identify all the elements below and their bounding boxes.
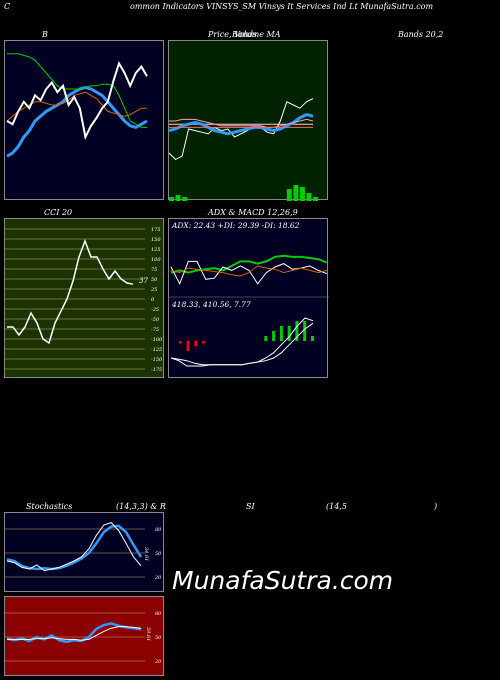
b-panel-label: B [42, 30, 48, 39]
rsi-tick-1: 50 [155, 635, 162, 641]
stoch-k-line [6, 522, 142, 572]
cci-tick-9: -50 [151, 317, 160, 323]
volume-bar-22 [313, 197, 318, 201]
cci-line [7, 238, 134, 345]
price-panel-label: Price, Volume MA [208, 30, 281, 39]
cci-tick-13: -150 [151, 357, 163, 363]
cci-panel: 175 150 125 100 75 50 25 0 -25 -50 -75 -100 -125 -150… [4, 218, 164, 378]
adx-panel-label: ADX & MACD 12,26,9 [208, 208, 298, 217]
adx-values: ADX: 22.43 +DI: 29.39 -DI: 18.62 [172, 221, 300, 230]
rsi-panel: 80 50 20 59.61 [4, 596, 164, 676]
cci-tick-0: 175 [151, 227, 161, 233]
price-panel [168, 40, 328, 201]
cci-tick-12: -125 [151, 347, 162, 353]
price-series-0 [169, 98, 314, 161]
macd-hist-17 [303, 321, 307, 341]
stoch-tick-1: 50 [155, 551, 162, 557]
price-panel-overlay: Bands [232, 30, 258, 39]
stoch-tick-0: 80 [155, 527, 162, 533]
cci-current-value: 37 [139, 277, 148, 285]
macd-hist-12 [264, 336, 268, 341]
macd-hist-15 [287, 326, 291, 341]
b-series-1 [6, 85, 148, 158]
cci-tick-2: 125 [151, 247, 161, 253]
b-series-0 [6, 60, 148, 141]
cci-tick-8: -25 [151, 307, 159, 313]
page-title: ommon Indicators VINSYS_SM Vinsys It Ser… [130, 2, 434, 11]
volume-bar-18 [286, 189, 292, 201]
cci-tick-5: 50 [151, 277, 158, 283]
rsi-tick-2: 20 [154, 659, 162, 665]
adx-line [170, 265, 328, 277]
rsi-params-label: (14,5 [326, 502, 347, 511]
b-chart [6, 53, 148, 158]
b-panel [4, 40, 164, 200]
price-chart [169, 98, 318, 201]
watermark: MunafaSutra.com [172, 566, 394, 595]
cci-tick-11: -100 [151, 337, 163, 343]
signal-line [170, 322, 314, 366]
adx-macd-panel: ADX: 22.43 +DI: 29.39 -DI: 18.62 418.33,… [168, 218, 329, 378]
volume-bar-2 [182, 197, 188, 201]
macd-hist-16 [295, 321, 299, 341]
cci-panel-label: CCI 20 [44, 208, 73, 217]
volume-bar-21 [306, 193, 312, 201]
stoch-panel: 80 50 20 34.61 [4, 512, 164, 592]
stoch-label: Stochastics [26, 502, 73, 511]
price-series-3 [169, 118, 314, 128]
macd-hist-4 [202, 341, 206, 344]
macd-hist-18 [311, 336, 314, 341]
volume-bar-1 [175, 195, 181, 201]
rsi-smooth-line [7, 626, 142, 641]
stoch-chart: 80 50 20 34.61 [5, 522, 162, 581]
rsi-current-value: 59.61 [145, 627, 151, 641]
b-series-2 [7, 53, 147, 128]
volume-bar-19 [293, 185, 299, 201]
macd-values: 418.33, 410.56, 7.77 [172, 300, 251, 309]
macd-hist-14 [279, 326, 283, 341]
cci-tick-1: 150 [151, 237, 161, 243]
cci-tick-7: 0 [151, 297, 155, 303]
macd-hist-1 [178, 341, 182, 344]
price-series-2 [169, 113, 314, 136]
rsi-chart: 80 50 20 59.61 [5, 611, 162, 665]
header-c: C [4, 2, 11, 11]
volume-bar-20 [299, 187, 305, 201]
stoch-tick-2: 20 [154, 575, 162, 581]
volume-bar-0 [169, 197, 174, 201]
rsi-line [6, 622, 142, 644]
macd-hist-2 [186, 341, 190, 351]
cci-tick-10: -75 [151, 327, 159, 333]
rsi-tick-0: 80 [155, 611, 162, 617]
stoch-current-value: 34.61 [143, 547, 149, 561]
rsi-paren-label: ) [434, 502, 438, 511]
cci-tick-4: 75 [151, 267, 157, 273]
stoch-d-line [6, 524, 143, 571]
plus-di-line [170, 254, 328, 274]
cci-chart: 175 150 125 100 75 50 25 0 -25 -50 -75 -100 -125 -150… [5, 227, 163, 373]
macd-hist-13 [272, 331, 276, 341]
stoch-params-label: (14,3,3) & R [116, 502, 166, 511]
cci-tick-3: 100 [151, 257, 161, 263]
cci-tick-6: 25 [150, 287, 157, 293]
cci-tick-14: -175 [151, 367, 162, 373]
rsi-si-label: SI [246, 502, 255, 511]
bands-panel-label: Bands 20,2 [398, 30, 444, 39]
adx-macd-chart [169, 254, 329, 367]
macd-hist-3 [194, 341, 198, 346]
